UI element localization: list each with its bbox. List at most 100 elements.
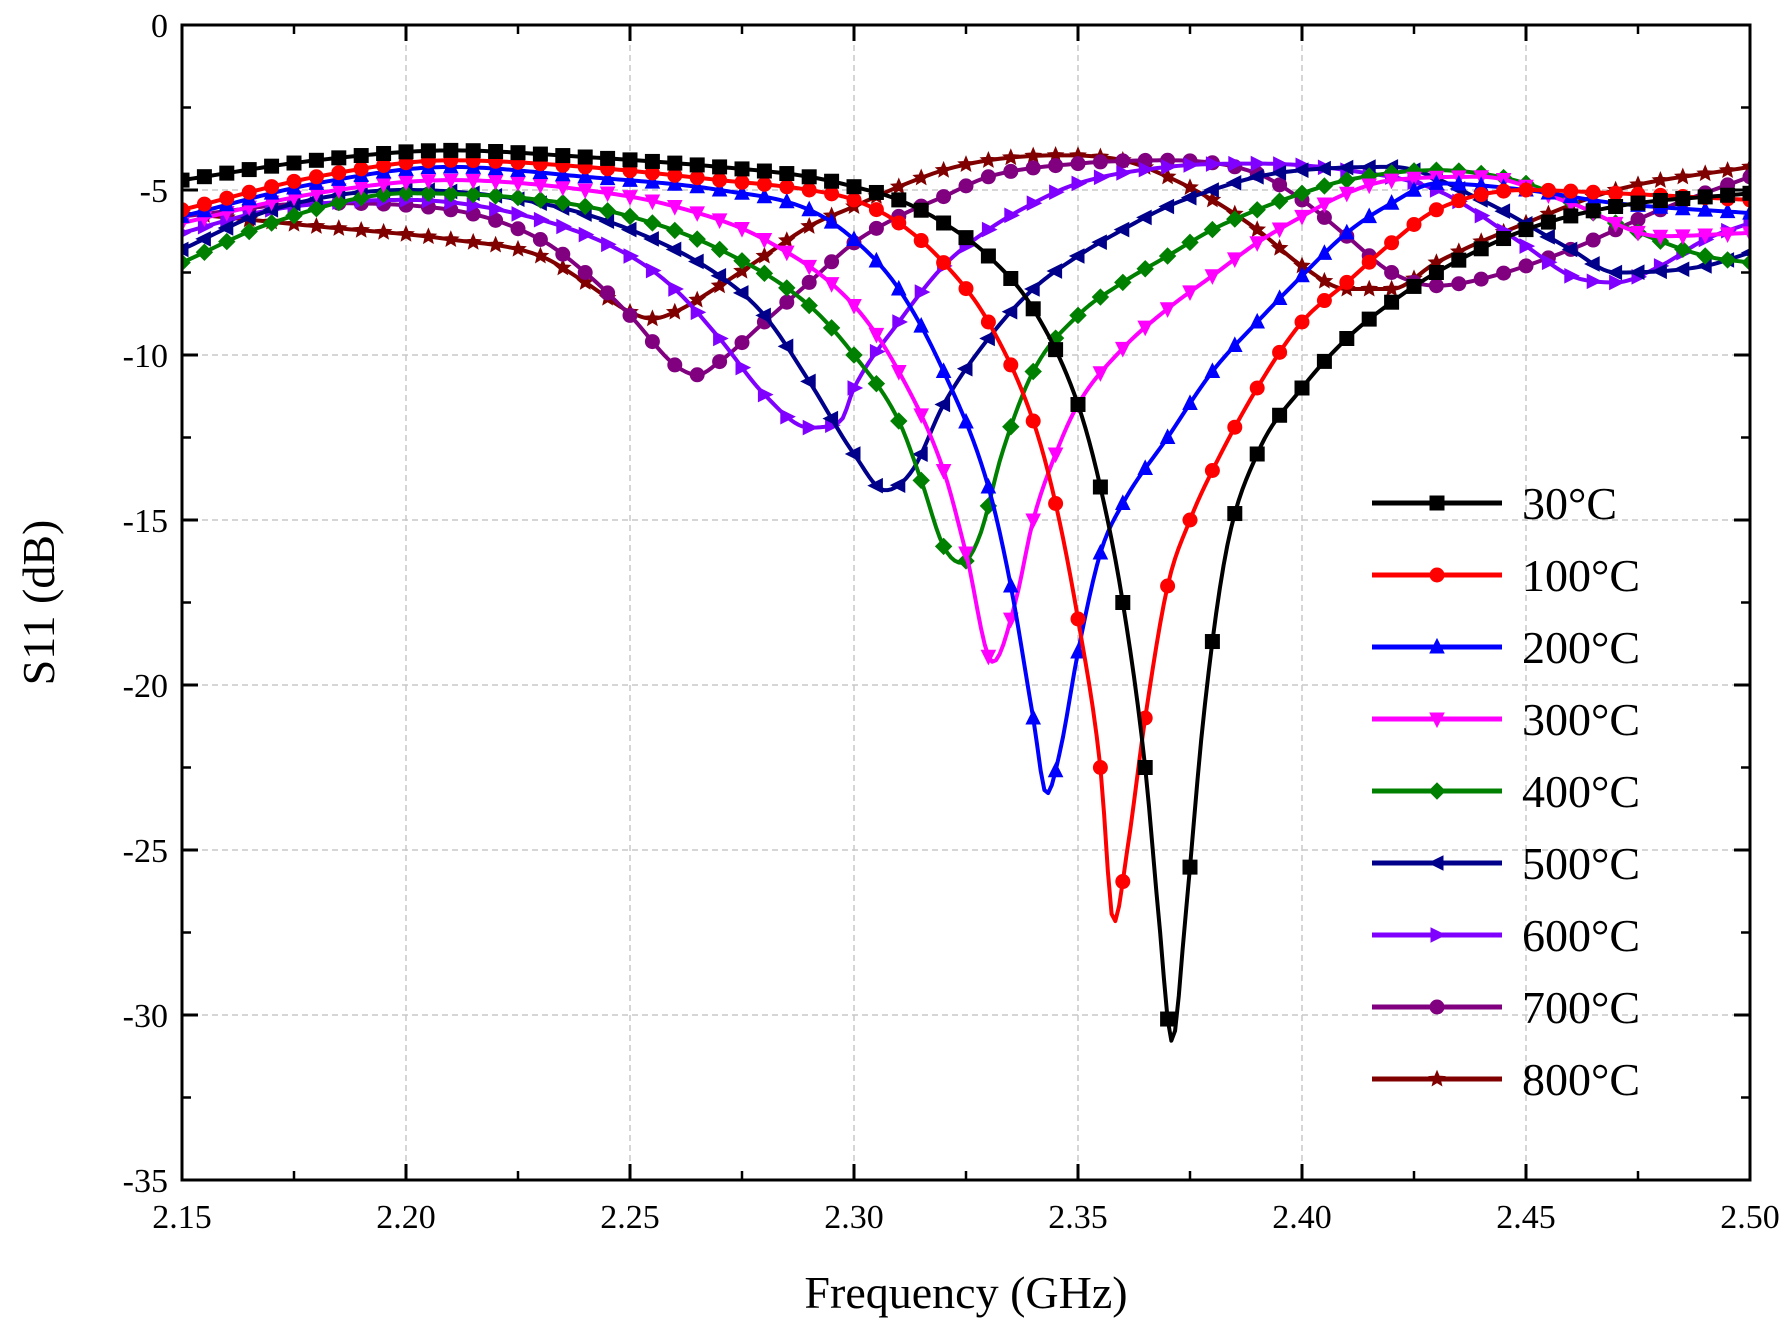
data-point [1024, 281, 1040, 297]
data-point [1474, 207, 1491, 224]
data-point [1561, 241, 1578, 258]
data-point [1315, 271, 1334, 289]
data-point [958, 178, 974, 194]
data-point [1138, 161, 1155, 178]
data-point [712, 354, 728, 370]
data-point [666, 221, 684, 240]
data-point [195, 231, 211, 247]
data-point [1205, 156, 1222, 172]
data-point [890, 365, 907, 381]
data-point [979, 150, 998, 168]
data-point [1226, 336, 1243, 353]
data-point [1273, 156, 1289, 172]
data-point [934, 160, 953, 178]
data-point [1204, 634, 1220, 650]
data-point [420, 143, 436, 159]
y-tick-label: -10 [123, 338, 168, 375]
data-point [779, 294, 795, 310]
data-point [1092, 479, 1108, 495]
data-point [352, 220, 371, 238]
data-point [667, 357, 683, 373]
data-point [1225, 174, 1242, 191]
data-point [1003, 163, 1019, 179]
data-point [1025, 160, 1041, 176]
data-point [957, 155, 975, 172]
data-point [801, 274, 817, 290]
grid-layer [182, 25, 1750, 1180]
x-tick-label: 2.30 [824, 1199, 884, 1236]
data-point [1518, 222, 1534, 238]
data-point [1384, 265, 1400, 280]
data-point [755, 246, 774, 264]
data-point [889, 177, 908, 195]
data-point [735, 359, 752, 376]
data-point [622, 152, 638, 168]
data-point [913, 408, 930, 424]
data-point [1116, 165, 1132, 181]
data-point [689, 177, 706, 194]
data-point [1113, 221, 1130, 238]
data-point [1137, 459, 1154, 475]
data-point [622, 171, 638, 187]
data-point [1383, 194, 1400, 210]
data-point [824, 254, 840, 270]
data-point [644, 194, 661, 211]
x-tick-label: 2.25 [600, 1199, 660, 1236]
data-point [934, 537, 953, 556]
data-point [779, 179, 795, 195]
data-point [643, 214, 662, 232]
data-point [846, 179, 862, 195]
data-point [419, 184, 438, 203]
data-point [1315, 177, 1334, 195]
data-point [1451, 252, 1467, 268]
data-point [1025, 301, 1041, 317]
data-point [1070, 642, 1086, 659]
data-point [531, 246, 550, 264]
data-point [331, 165, 347, 181]
data-point [1316, 244, 1333, 260]
data-point [1674, 240, 1692, 259]
data-point [1473, 187, 1489, 203]
data-point [1182, 394, 1198, 410]
data-point [958, 230, 974, 246]
data-point [1137, 320, 1154, 337]
data-point [1450, 174, 1467, 191]
data-point [486, 235, 505, 253]
data-point [756, 233, 773, 249]
data-point [556, 218, 572, 235]
data-point [1158, 198, 1175, 215]
data-point [219, 190, 235, 206]
data-point [958, 281, 974, 297]
data-point [644, 173, 661, 189]
data-point [1428, 782, 1446, 800]
data-point [532, 163, 549, 180]
data-point [1249, 380, 1265, 396]
data-point [1183, 157, 1200, 173]
data-point [353, 148, 369, 164]
data-point [734, 161, 750, 177]
data-point [264, 158, 280, 174]
data-point [1025, 708, 1042, 725]
data-point [801, 200, 818, 217]
data-point [1428, 265, 1444, 280]
data-point [1093, 169, 1110, 186]
data-point [1249, 236, 1266, 252]
data-point [1337, 159, 1354, 176]
legend-label: 500°C [1522, 838, 1640, 889]
data-point [801, 169, 817, 185]
data-point [1540, 214, 1556, 230]
data-point [1270, 164, 1287, 181]
data-point [914, 284, 931, 300]
data-point [240, 210, 256, 226]
data-point [532, 146, 548, 162]
data-point [1674, 229, 1691, 245]
data-point [689, 170, 705, 186]
data-point [734, 222, 750, 238]
data-point [217, 220, 234, 236]
data-point [1428, 202, 1444, 218]
data-point [419, 227, 438, 245]
data-point [778, 192, 795, 209]
data-point [913, 202, 929, 218]
data-point [329, 219, 348, 236]
data-point [1496, 183, 1512, 199]
